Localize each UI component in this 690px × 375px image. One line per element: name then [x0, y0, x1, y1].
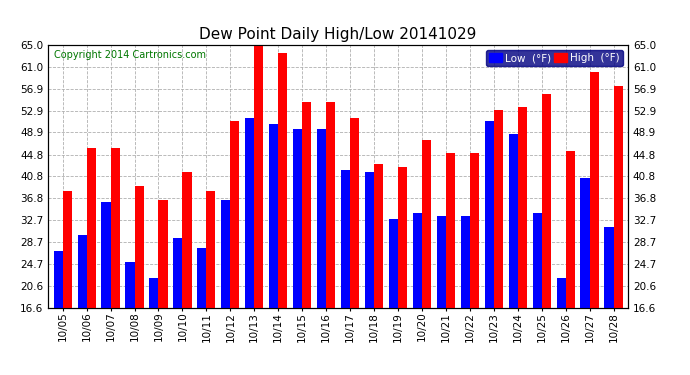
- Bar: [341, 170, 350, 308]
- Bar: [302, 102, 311, 308]
- Bar: [470, 153, 479, 308]
- Bar: [326, 102, 335, 308]
- Bar: [245, 118, 255, 308]
- Bar: [77, 235, 87, 308]
- Bar: [509, 135, 518, 308]
- Bar: [604, 227, 613, 308]
- Bar: [87, 148, 96, 308]
- Bar: [173, 237, 182, 308]
- Bar: [182, 172, 192, 308]
- Bar: [269, 124, 278, 308]
- Bar: [221, 200, 230, 308]
- Bar: [398, 167, 407, 308]
- Bar: [533, 213, 542, 308]
- Title: Dew Point Daily High/Low 20141029: Dew Point Daily High/Low 20141029: [199, 27, 477, 42]
- Bar: [149, 278, 159, 308]
- Bar: [542, 94, 551, 308]
- Bar: [54, 251, 63, 308]
- Bar: [350, 118, 359, 308]
- Bar: [101, 202, 110, 308]
- Bar: [422, 140, 431, 308]
- Bar: [389, 219, 398, 308]
- Legend: Low  (°F), High  (°F): Low (°F), High (°F): [486, 50, 622, 66]
- Bar: [135, 186, 144, 308]
- Bar: [206, 191, 215, 308]
- Bar: [580, 178, 589, 308]
- Bar: [461, 216, 470, 308]
- Bar: [589, 72, 599, 308]
- Bar: [557, 278, 566, 308]
- Bar: [484, 121, 494, 308]
- Bar: [566, 151, 575, 308]
- Bar: [278, 53, 287, 307]
- Bar: [446, 153, 455, 308]
- Bar: [413, 213, 422, 308]
- Bar: [293, 129, 302, 308]
- Bar: [230, 121, 239, 308]
- Bar: [317, 129, 326, 308]
- Bar: [518, 107, 527, 308]
- Bar: [126, 262, 135, 308]
- Bar: [365, 172, 374, 308]
- Bar: [197, 248, 206, 308]
- Bar: [613, 86, 622, 308]
- Bar: [437, 216, 446, 308]
- Bar: [494, 110, 503, 308]
- Bar: [374, 164, 383, 308]
- Text: Copyright 2014 Cartronics.com: Copyright 2014 Cartronics.com: [54, 50, 206, 60]
- Bar: [63, 191, 72, 308]
- Bar: [159, 200, 168, 308]
- Bar: [255, 45, 264, 308]
- Bar: [110, 148, 119, 308]
